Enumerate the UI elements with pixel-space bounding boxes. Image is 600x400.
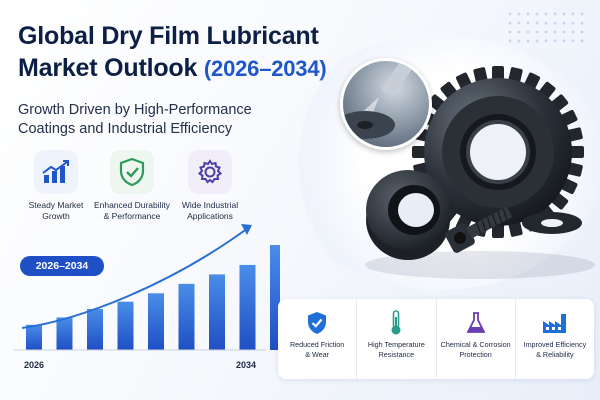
subtitle-line2: Coatings and Industrial Efficiency	[18, 121, 233, 137]
decor-dot	[508, 12, 512, 16]
factory-icon	[516, 311, 594, 335]
decor-dot	[580, 30, 584, 34]
growth-bar	[270, 245, 280, 350]
growth-bar	[148, 293, 164, 350]
decor-dot	[517, 39, 521, 43]
benefit-label: High Temperature Resistance	[367, 340, 425, 359]
growth-bar	[209, 274, 225, 350]
growth-bar	[87, 309, 103, 350]
gear-icon	[188, 150, 232, 194]
decor-dot	[580, 39, 584, 43]
feature-market-growth: Steady Market Growth	[10, 150, 102, 222]
decor-dot	[544, 12, 548, 16]
decor-dot	[544, 21, 548, 25]
growth-bar	[239, 264, 256, 350]
decor-dot	[544, 39, 548, 43]
title-line1: Global Dry Film Lubricant	[18, 22, 319, 50]
decor-dot	[553, 21, 557, 25]
decor-dot	[508, 30, 512, 34]
benefits-panel: Reduced Friction & Wear High Temperature R…	[278, 299, 594, 379]
decor-dot	[580, 12, 584, 16]
bar-growth-icon	[34, 150, 78, 194]
decor-dot	[526, 21, 530, 25]
benefit-label: Reduced Friction & Wear	[289, 340, 345, 359]
decor-dot	[526, 39, 530, 43]
decor-dot	[553, 30, 557, 34]
feature-applications: Wide Industrial Applications	[162, 150, 258, 222]
feature-label: Enhanced Durability & Performance	[93, 200, 171, 221]
end-year-label: 2034	[236, 360, 257, 370]
spray-coating-inset	[340, 58, 432, 150]
growth-bar	[178, 283, 195, 350]
shield-check-icon	[278, 311, 356, 335]
growth-bars	[14, 224, 280, 351]
decor-dot	[535, 39, 539, 43]
decor-dot	[580, 21, 584, 25]
decor-dot	[553, 12, 557, 16]
decor-dot	[508, 21, 512, 25]
growth-bar	[117, 301, 134, 350]
title-years: (2026–2034)	[203, 56, 327, 81]
decor-dot	[571, 12, 575, 16]
decor-dot	[526, 30, 530, 34]
decorative-dot-grid	[508, 12, 584, 43]
decor-dot	[526, 12, 530, 16]
washer	[522, 212, 582, 234]
period-badge: 2026–2034	[20, 256, 104, 276]
gear-product-illustration	[365, 66, 595, 279]
title-line2: Market Outlook	[18, 54, 198, 82]
decor-dot	[517, 21, 521, 25]
decor-dot	[571, 39, 575, 43]
feature-label: Wide Industrial Applications	[181, 200, 239, 221]
decor-dot	[562, 30, 566, 34]
decor-dot	[562, 39, 566, 43]
decor-dot	[517, 12, 521, 16]
benefit-efficiency: Improved Efficiency & Reliability	[516, 299, 594, 379]
decor-dot	[535, 30, 539, 34]
benefit-label: Chemical & Corrosion Protection	[440, 340, 511, 359]
growth-bar	[56, 317, 73, 350]
decor-dot	[508, 39, 512, 43]
flask-icon	[437, 311, 515, 335]
decor-dot	[562, 12, 566, 16]
large-gear	[412, 66, 584, 238]
benefit-label: Improved Efficiency & Reliability	[523, 340, 587, 359]
decor-dot	[562, 21, 566, 25]
subtitle: Growth Driven by High-Performance Coatin…	[18, 101, 252, 139]
benefit-reduced-friction: Reduced Friction & Wear	[278, 299, 358, 379]
benefit-high-temperature: High Temperature Resistance	[357, 299, 437, 379]
thermometer-icon	[357, 310, 435, 335]
subtitle-line1: Growth Driven by High-Performance	[18, 102, 252, 118]
shield-check-icon	[110, 150, 154, 194]
decor-dot	[544, 30, 548, 34]
feature-durability: Enhanced Durability & Performance	[82, 150, 182, 222]
decor-dot	[553, 39, 557, 43]
growth-bar	[26, 324, 42, 350]
bolt	[445, 207, 512, 253]
growth-arrow	[21, 227, 249, 329]
decor-dot	[571, 21, 575, 25]
bushing	[366, 170, 450, 260]
decor-dot	[535, 21, 539, 25]
decor-dot	[517, 30, 521, 34]
feature-label: Steady Market Growth	[28, 200, 84, 221]
decor-dot	[535, 12, 539, 16]
growth-arrow-head	[241, 224, 252, 235]
decor-dot	[571, 30, 575, 34]
start-year-label: 2026	[24, 360, 45, 370]
page-title: Global Dry Film Lubricant Market Outlook…	[18, 20, 327, 85]
benefit-chemical-protection: Chemical & Corrosion Protection	[437, 299, 516, 379]
